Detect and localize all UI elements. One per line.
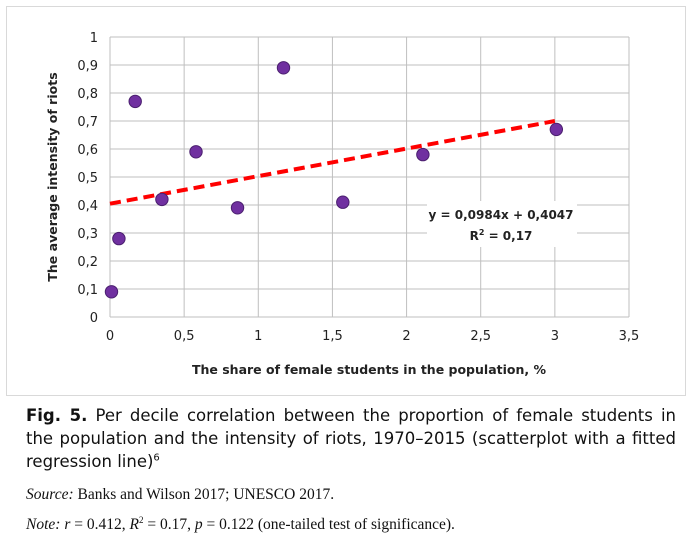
y-axis-title: The average intensity of riots (45, 72, 60, 281)
x-tick-label: 2,5 (470, 329, 491, 344)
x-axis-title: The share of female students in the popu… (192, 362, 546, 377)
footnote-mark: 6 (153, 452, 160, 464)
note-p-symbol: p (194, 516, 203, 534)
y-tick-label: 0,4 (77, 199, 98, 214)
data-point (230, 201, 245, 215)
regression-equation: y = 0,0984x + 0,4047 (429, 208, 574, 222)
note-label: Note: (26, 516, 61, 534)
y-tick-label: 0,7 (77, 115, 98, 130)
x-tick-label: 2 (402, 329, 410, 344)
y-tick-label: 0,1 (77, 283, 98, 298)
y-tick-label: 0,9 (77, 59, 98, 74)
data-point (112, 231, 126, 246)
y-tick-label: 0,6 (77, 143, 98, 158)
y-tick-label: 0,5 (77, 171, 98, 186)
note-R2-value: = 0.17, (143, 516, 195, 534)
y-tick-label: 1 (90, 31, 98, 46)
y-tick-label: 0,3 (77, 227, 98, 242)
note-R2-sup: 2 (138, 515, 144, 525)
x-tick-label: 3 (551, 329, 559, 344)
y-tick-label: 0,8 (77, 87, 98, 102)
source-label: Source: (26, 486, 74, 503)
figure-label: Fig. 5. (26, 406, 88, 425)
data-point (189, 145, 203, 159)
y-tick-label: 0 (90, 311, 98, 326)
chart-frame: 0 0,1 0,2 0,3 0,4 0,5 0,6 0,7 0,8 0,9 1 0 0,5 1 1,5 2 2,… (6, 6, 686, 396)
data-point (416, 147, 430, 162)
data-point (155, 192, 169, 207)
regression-trendline (109, 119, 556, 206)
data-point (128, 94, 142, 109)
equation-box (427, 201, 577, 247)
data-point (276, 61, 291, 75)
x-tick-label: 1 (254, 329, 262, 344)
r-squared-label: R2 = 0,17 (470, 228, 533, 243)
source-line: Source: Banks and Wilson 2017; UNESCO 20… (26, 486, 334, 504)
x-tick-label: 0,5 (174, 329, 195, 344)
caption-text: Per decile correlation between the propo… (26, 406, 677, 471)
note-r-symbol: r (64, 516, 71, 534)
y-tick-label: 0,2 (77, 255, 98, 270)
data-point (336, 195, 350, 209)
note-R2-symbol: R (129, 516, 139, 534)
note-p-value: = 0.122 (one-tailed test of significance… (202, 516, 455, 534)
figure-caption: Fig. 5. Per decile correlation between t… (26, 404, 676, 473)
data-point (549, 122, 564, 137)
x-tick-label: 0 (106, 329, 114, 344)
note-line: Note: r = 0.412, R2 = 0.17, p = 0.122 (o… (26, 515, 455, 534)
x-tick-label: 3,5 (619, 329, 640, 344)
scatter-chart: 0 0,1 0,2 0,3 0,4 0,5 0,6 0,7 0,8 0,9 1 0 0,5 1 1,5 2 2,… (45, 31, 640, 377)
x-tick-label: 1,5 (322, 329, 343, 344)
note-r-value: = 0.412, (70, 516, 130, 534)
data-point (104, 285, 119, 299)
source-text: Banks and Wilson 2017; UNESCO 2017. (73, 486, 335, 503)
